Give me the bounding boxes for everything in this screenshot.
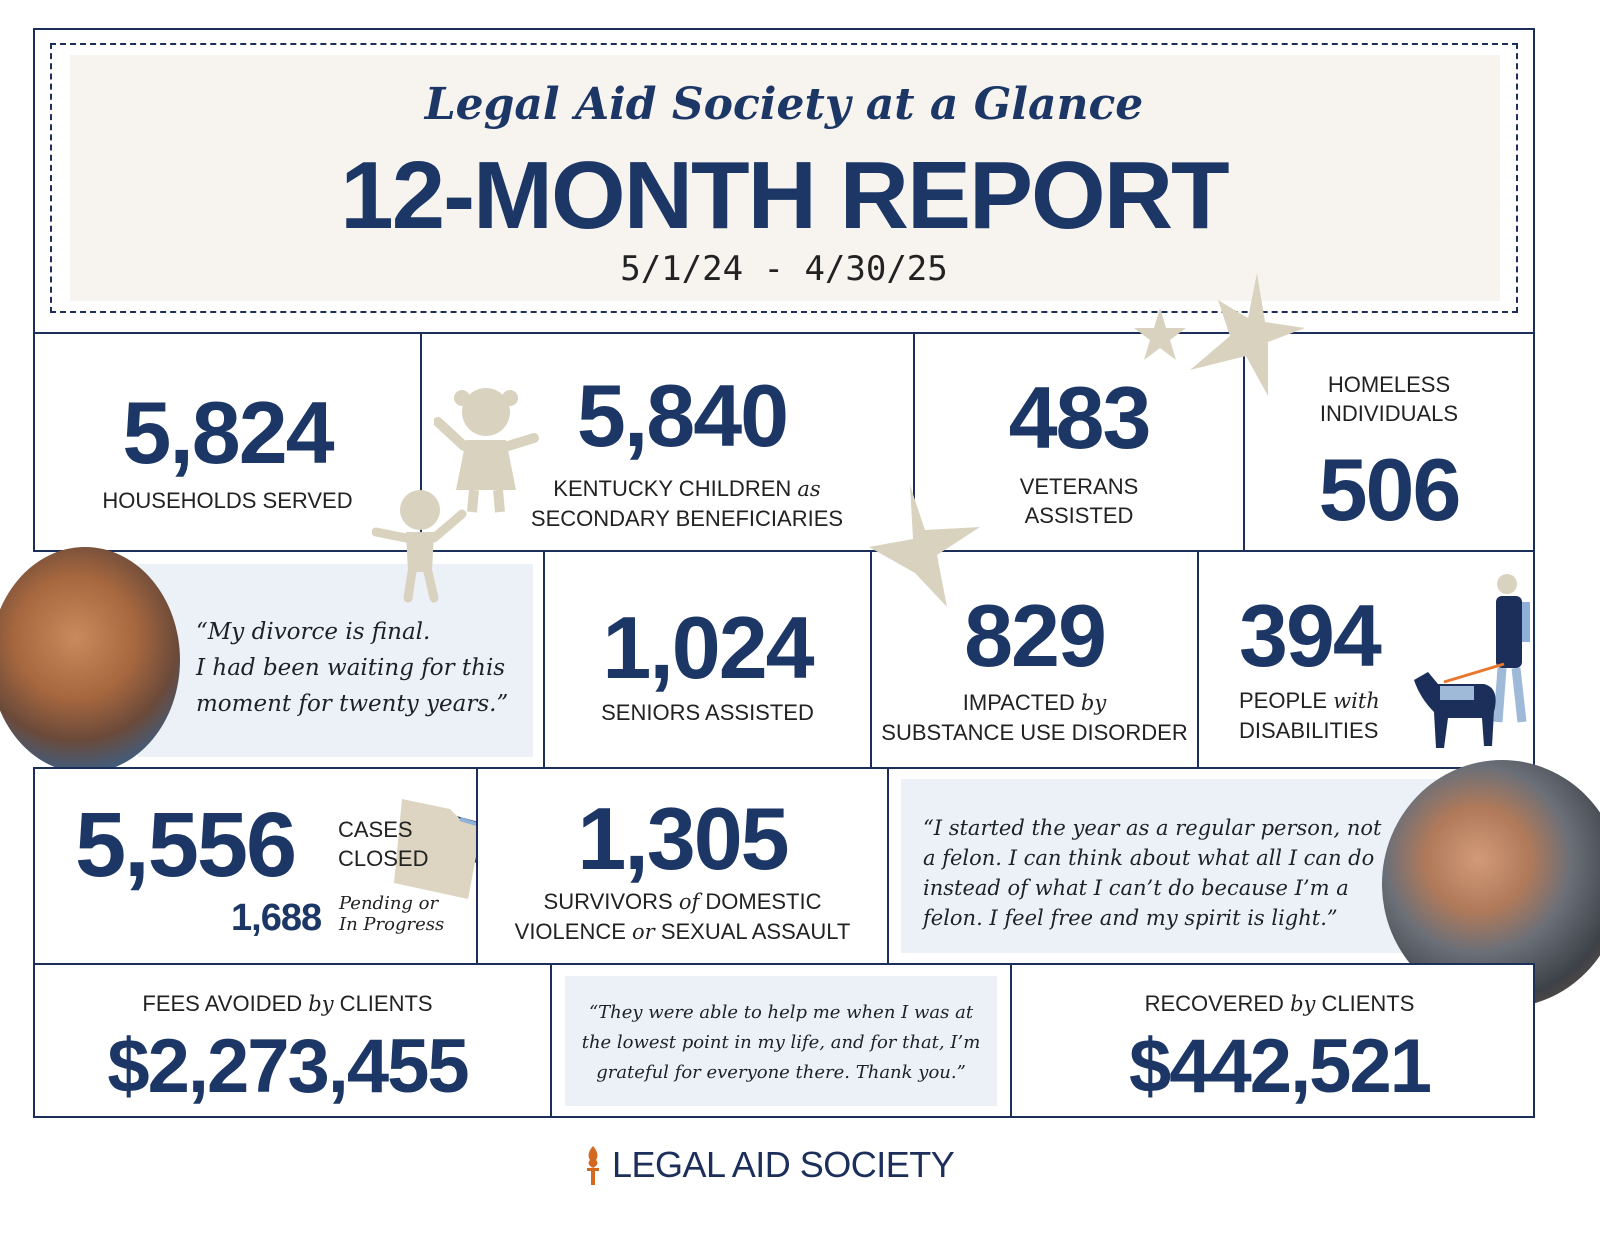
recovered-label: RECOVERED by CLIENTS	[1144, 991, 1415, 1016]
homeless-value: 506	[1318, 440, 1462, 539]
veterans-value: 483	[1008, 368, 1152, 467]
seniors-cell: 1,024 SENIORS ASSISTED	[543, 550, 872, 769]
households-label: HOUSEHOLDS SERVED	[102, 488, 353, 513]
disabilities-value: 394	[1239, 586, 1382, 685]
disabilities-cell: 394 PEOPLE with DISABILITIES	[1197, 550, 1535, 769]
child-figure-icon	[434, 388, 539, 513]
recovered-value: $442,521	[1129, 1024, 1432, 1109]
survivors-cell: 1,305 SURVIVORS of DOMESTIC VIOLENCE or S…	[476, 767, 889, 965]
recovered-cell: RECOVERED by CLIENTS $442,521	[1010, 963, 1535, 1118]
quote-2: “I started the year as a regular person,…	[901, 779, 1441, 953]
quote3-cell: “They were able to help me when I was at…	[550, 963, 1012, 1118]
report-subtitle: Legal Aid Society at a Glance	[424, 79, 1144, 130]
service-dog-icon	[1414, 574, 1530, 748]
disabilities-label: PEOPLE with DISABILITIES	[1239, 688, 1380, 743]
child-figure-icon	[372, 490, 467, 603]
children-value: 5,840	[576, 366, 789, 465]
header: Legal Aid Society at a Glance 12-MONTH R…	[50, 43, 1518, 313]
fees-label: FEES AVOIDED by CLIENTS	[142, 991, 433, 1016]
torch-icon	[587, 1146, 599, 1185]
cases-cell: 5,556 CASES CLOSED 1,688 Pending or In Pro…	[33, 767, 490, 965]
date-range: 5/1/24 - 4/30/25	[620, 249, 948, 289]
households-cell: 5,824 HOUSEHOLDS SERVED	[33, 332, 422, 552]
cases-pending-value: 1,688	[231, 897, 322, 939]
folder-icon	[394, 799, 490, 899]
seniors-label: SENIORS ASSISTED	[601, 700, 814, 725]
survivors-value: 1,305	[577, 789, 789, 888]
fees-cell: FEES AVOIDED by CLIENTS $2,273,455	[33, 963, 552, 1118]
cases-pending-label: Pending or In Progress	[339, 893, 445, 935]
homeless-label: HOMELESS INDIVIDUALS	[1319, 372, 1459, 426]
survivors-label: SURVIVORS of DOMESTIC VIOLENCE or SEXUAL …	[514, 889, 851, 944]
seniors-value: 1,024	[602, 598, 814, 697]
star-icon	[869, 485, 980, 607]
veterans-label: VETERANS ASSISTED	[1019, 474, 1139, 528]
star-icon	[1134, 273, 1305, 396]
footer-logo: LEGAL AID SOCIETY	[584, 1144, 955, 1186]
veterans-cell: 483 VETERANS ASSISTED	[913, 332, 1245, 552]
homeless-cell: HOMELESS INDIVIDUALS 506	[1243, 332, 1535, 552]
substance-value: 829	[964, 586, 1107, 685]
children-cell: 5,840 KENTUCKY CHILDREN as SECONDARY BENE…	[420, 332, 915, 552]
quote-3: “They were able to help me when I was at…	[565, 976, 997, 1106]
quote-1: “My divorce is final. I had been waiting …	[138, 564, 533, 757]
fees-value: $2,273,455	[107, 1024, 469, 1109]
cases-closed-value: 5,556	[75, 794, 297, 896]
logo-text: LEGAL AID SOCIETY	[612, 1144, 955, 1185]
report-title: 12-MONTH REPORT	[340, 142, 1229, 249]
client-photo-woman	[0, 547, 180, 773]
children-label: KENTUCKY CHILDREN as SECONDARY BENEFICIAR…	[530, 476, 844, 531]
substance-label: IMPACTED by SUBSTANCE USE DISORDER	[881, 690, 1188, 745]
households-value: 5,824	[122, 383, 334, 482]
cases-closed-label: CASES CLOSED	[338, 817, 429, 871]
